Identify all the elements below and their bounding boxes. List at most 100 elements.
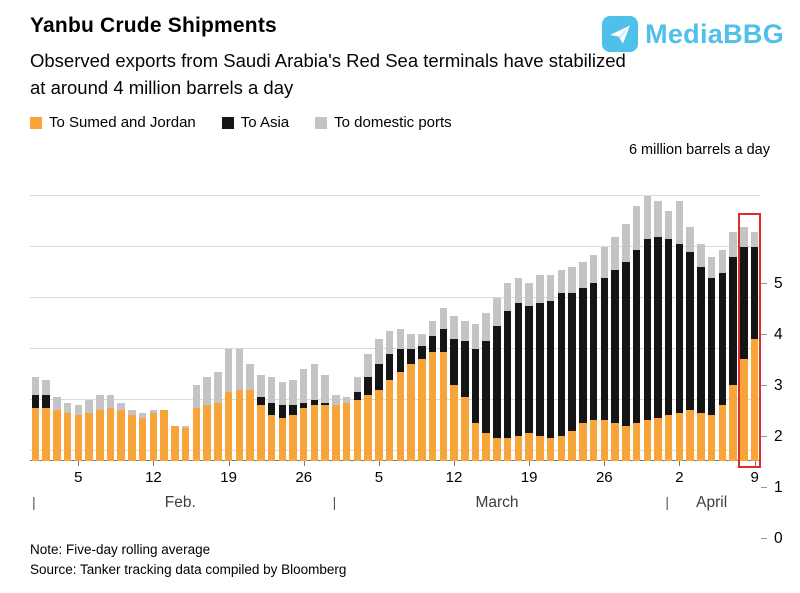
month-separator: | (665, 494, 670, 510)
stacked-bar (171, 425, 179, 461)
segment-domestic (729, 231, 737, 258)
segment-sumed-jordan (482, 433, 490, 461)
stacked-bar (503, 282, 512, 461)
x-axis-tick (153, 461, 155, 466)
x-axis-tick (303, 461, 305, 466)
segment-sumed-jordan (622, 425, 630, 461)
segment-domestic (203, 377, 211, 406)
x-axis-label: 19 (520, 469, 538, 486)
segment-asia (375, 364, 383, 390)
segment-domestic (267, 377, 276, 403)
segment-sumed-jordan (289, 415, 297, 461)
segment-domestic (536, 275, 544, 304)
x-axis-tick (228, 461, 230, 466)
segment-sumed-jordan (53, 410, 61, 461)
segment-sumed-jordan (600, 420, 609, 461)
segment-domestic (557, 269, 566, 293)
y-axis-tick (761, 283, 767, 284)
month-separator: | (332, 494, 337, 510)
gridline (30, 399, 760, 400)
watermark: MediaBBG (602, 16, 784, 52)
segment-asia (718, 272, 727, 406)
segment-sumed-jordan (579, 422, 587, 461)
legend-swatch-icon (221, 116, 234, 129)
month-separator: | (32, 494, 36, 510)
stacked-bar (686, 226, 694, 461)
segment-sumed-jordan (740, 359, 748, 461)
stacked-bar (718, 249, 727, 461)
y-axis-label: 5 (774, 275, 783, 292)
stacked-bar (546, 275, 555, 461)
stacked-bar (632, 206, 641, 461)
segment-domestic (503, 282, 512, 311)
segment-domestic (568, 267, 576, 293)
segment-asia (632, 249, 641, 423)
stacked-bar (235, 349, 244, 461)
segment-asia (31, 394, 40, 408)
segment-asia (675, 244, 684, 413)
segment-domestic (385, 331, 394, 355)
segment-sumed-jordan (42, 407, 50, 461)
stacked-bar (53, 397, 61, 461)
y-axis-tick (761, 385, 767, 386)
stacked-bar (192, 384, 201, 461)
legend-label: To Sumed and Jordan (49, 114, 196, 131)
segment-domestic (525, 282, 533, 306)
segment-asia (439, 328, 448, 352)
segment-domestic (310, 364, 319, 401)
segment-domestic (482, 313, 490, 342)
segment-sumed-jordan (224, 392, 233, 461)
segment-sumed-jordan (63, 412, 72, 461)
stacked-bar (85, 400, 93, 461)
segment-asia (622, 262, 630, 426)
segment-sumed-jordan (589, 420, 598, 461)
page-title: Yanbu Crude Shipments (30, 14, 277, 37)
segment-asia (664, 239, 673, 416)
segment-sumed-jordan (525, 433, 533, 461)
segment-asia (299, 402, 308, 408)
x-axis-label: 26 (595, 469, 613, 486)
segment-asia (579, 287, 587, 423)
segment-asia (686, 252, 694, 411)
x-axis: 5 12 19 26 5 12 19 26 2 9 | Feb. | March | April (30, 461, 760, 521)
segment-sumed-jordan (246, 389, 254, 461)
segment-sumed-jordan (686, 410, 694, 461)
segment-domestic (493, 298, 501, 327)
x-axis-tick (754, 461, 756, 466)
segment-domestic (192, 384, 201, 408)
segment-sumed-jordan (31, 407, 40, 461)
segment-asia (589, 282, 598, 421)
segment-asia (557, 292, 566, 436)
x-axis-label: 9 (750, 469, 759, 486)
segment-sumed-jordan (750, 338, 759, 461)
chart-subtitle: Observed exports from Saudi Arabia's Red… (30, 47, 770, 101)
segment-sumed-jordan (128, 415, 136, 461)
segment-domestic (96, 394, 104, 411)
x-axis-label: 12 (445, 469, 463, 486)
stacked-bar (267, 377, 276, 461)
segment-domestic (117, 402, 125, 411)
segment-asia (750, 247, 759, 339)
segment-sumed-jordan (461, 397, 469, 461)
segment-sumed-jordan (332, 405, 340, 461)
segment-domestic (106, 394, 115, 408)
footnotes: Note: Five-day rolling average Source: T… (30, 540, 346, 580)
note-text: Note: Five-day rolling average (30, 542, 211, 557)
segment-asia (461, 341, 469, 398)
segment-domestic (396, 328, 405, 350)
segment-sumed-jordan (536, 435, 544, 461)
segment-domestic (85, 400, 93, 413)
segment-sumed-jordan (85, 412, 93, 461)
x-axis-tick (679, 461, 681, 466)
stacked-bar (181, 425, 190, 461)
stacked-bar (654, 201, 662, 461)
segment-sumed-jordan (267, 415, 276, 461)
segment-domestic (718, 249, 727, 273)
stacked-bar (214, 371, 222, 461)
legend-label: To Asia (240, 114, 290, 131)
segment-domestic (407, 333, 415, 350)
segment-domestic (224, 349, 233, 393)
stacked-bar (418, 333, 426, 461)
segment-sumed-jordan (697, 412, 705, 461)
segment-sumed-jordan (149, 412, 158, 461)
